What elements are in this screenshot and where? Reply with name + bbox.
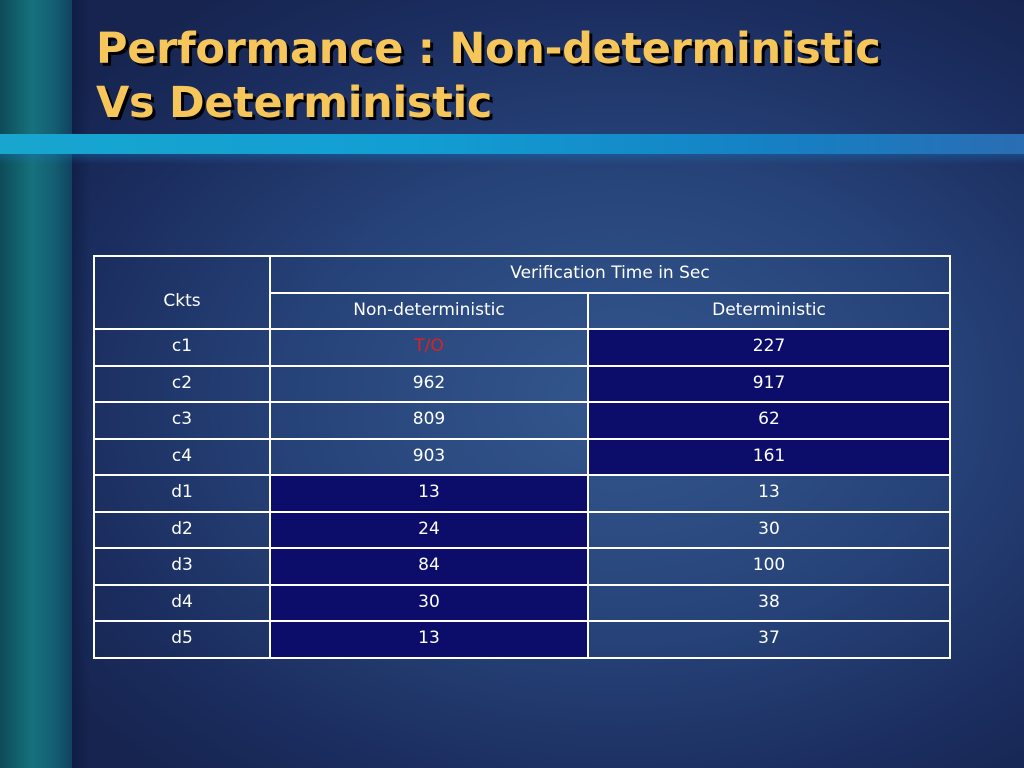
ckt-cell: c3 bbox=[93, 401, 271, 440]
nondet-time-cell: 30 bbox=[269, 583, 589, 622]
ckt-cell: d5 bbox=[93, 620, 271, 659]
ckts-column-header: Ckts bbox=[93, 255, 271, 330]
ckt-cell: d3 bbox=[93, 547, 271, 586]
det-time-cell: 37 bbox=[587, 620, 951, 659]
nondet-time-cell: 903 bbox=[269, 437, 589, 476]
det-time-cell: 917 bbox=[587, 364, 951, 403]
nondet-time-cell: 84 bbox=[269, 547, 589, 586]
verification-time-group-header: Verification Time in Sec bbox=[269, 255, 951, 294]
nondeterministic-column-header: Non-deterministic bbox=[269, 291, 589, 330]
nondet-time-cell: T/O bbox=[269, 328, 589, 367]
table-row: c1 T/O 227 bbox=[93, 328, 951, 367]
slide-title: Performance : Non-deterministic Vs Deter… bbox=[96, 22, 996, 130]
deterministic-column-header: Deterministic bbox=[587, 291, 951, 330]
table-row: d2 24 30 bbox=[93, 510, 951, 549]
table-row: c4 903 161 bbox=[93, 437, 951, 476]
ckt-cell: c1 bbox=[93, 328, 271, 367]
table-row: c3 809 62 bbox=[93, 401, 951, 440]
nondet-time-cell: 13 bbox=[269, 620, 589, 659]
table-row: d1 13 13 bbox=[93, 474, 951, 513]
slide-title-line-2: Vs Deterministic bbox=[96, 78, 493, 128]
ckt-cell: d4 bbox=[93, 583, 271, 622]
ckt-cell: c4 bbox=[93, 437, 271, 476]
table-header-row: Ckts Verification Time in Sec bbox=[93, 255, 951, 330]
ckt-cell: d2 bbox=[93, 510, 271, 549]
left-band-shade bbox=[72, 0, 90, 768]
det-time-cell: 62 bbox=[587, 401, 951, 440]
det-time-cell: 161 bbox=[587, 437, 951, 476]
table-subheader-row: Non-deterministic Deterministic bbox=[94, 291, 951, 330]
verification-time-table: Ckts Verification Time in Sec Non-determ… bbox=[93, 255, 951, 659]
nondet-time-cell: 24 bbox=[269, 510, 589, 549]
title-underline-bar bbox=[0, 134, 1024, 164]
nondet-time-cell: 962 bbox=[269, 364, 589, 403]
nondet-time-cell: 809 bbox=[269, 401, 589, 440]
det-time-cell: 100 bbox=[587, 547, 951, 586]
det-time-cell: 227 bbox=[587, 328, 951, 367]
table-row: d4 30 38 bbox=[93, 583, 951, 622]
ckt-cell: c2 bbox=[93, 364, 271, 403]
table-row: d3 84 100 bbox=[93, 547, 951, 586]
table-row: c2 962 917 bbox=[93, 364, 951, 403]
left-decorative-band bbox=[0, 0, 72, 768]
slide-title-line-1: Performance : Non-deterministic bbox=[96, 24, 881, 74]
det-time-cell: 38 bbox=[587, 583, 951, 622]
ckt-cell: d1 bbox=[93, 474, 271, 513]
nondet-time-cell: 13 bbox=[269, 474, 589, 513]
det-time-cell: 13 bbox=[587, 474, 951, 513]
det-time-cell: 30 bbox=[587, 510, 951, 549]
table-row: d5 13 37 bbox=[93, 620, 951, 659]
